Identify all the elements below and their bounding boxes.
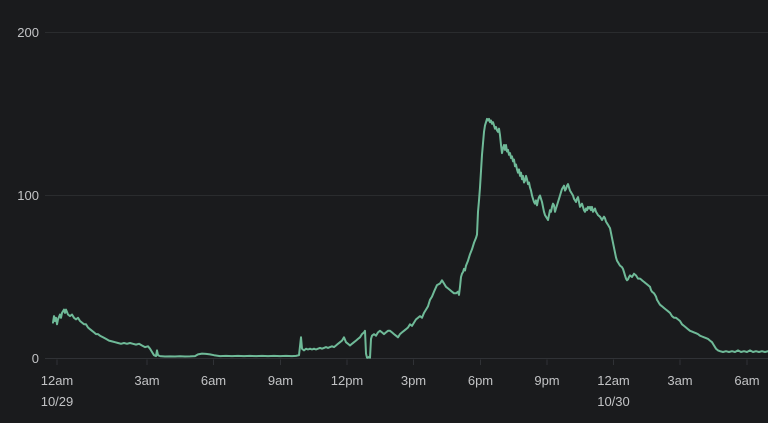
x-tick-label: 12pm (331, 373, 364, 388)
x-tick-label: 6am (734, 373, 759, 388)
x-date-label: 10/29 (41, 394, 74, 409)
series-line[interactable] (52, 117, 768, 359)
y-tick-label: 200 (17, 25, 39, 40)
x-tick-label: 9am (268, 373, 293, 388)
y-tick-label: 100 (17, 188, 39, 203)
x-tick-label: 3am (134, 373, 159, 388)
x-tick-label: 3am (667, 373, 692, 388)
y-tick-label: 0 (32, 351, 39, 366)
x-tick-label: 6pm (468, 373, 493, 388)
x-tick-label: 12am (41, 373, 74, 388)
x-tick-label: 3pm (401, 373, 426, 388)
x-tick-label: 12am (597, 373, 630, 388)
x-tick-label: 6am (201, 373, 226, 388)
x-tick-label: 9pm (534, 373, 559, 388)
x-date-label: 10/30 (597, 394, 630, 409)
